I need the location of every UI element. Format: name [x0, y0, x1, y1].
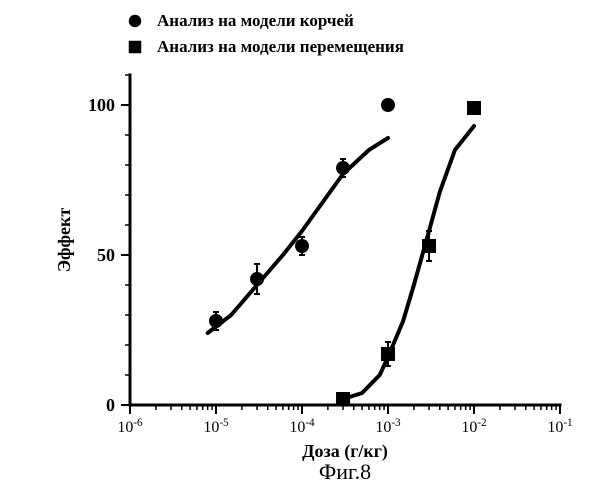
svg-text:Эффект: Эффект: [54, 208, 74, 272]
svg-text:0: 0: [106, 395, 115, 415]
svg-text:100: 100: [88, 95, 115, 115]
svg-text:Анализ на модели корчей: Анализ на модели корчей: [157, 11, 354, 30]
svg-text:Фиг.8: Фиг.8: [319, 459, 371, 484]
svg-text:Анализ на модели перемещения: Анализ на модели перемещения: [157, 37, 404, 56]
svg-text:50: 50: [97, 245, 115, 265]
dose-response-chart: 10-610-510-410-310-210-1Доза (г/кг)05010…: [0, 0, 616, 500]
chart-svg: 10-610-510-410-310-210-1Доза (г/кг)05010…: [0, 0, 616, 500]
